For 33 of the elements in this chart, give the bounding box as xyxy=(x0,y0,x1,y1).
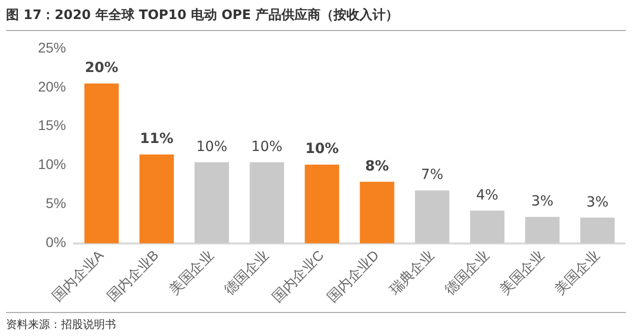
text: 资料来源：招股说明书 xyxy=(6,312,626,332)
y-tick-label: 10% xyxy=(38,156,66,172)
data-label: 20% xyxy=(84,60,118,76)
data-label: 3% xyxy=(531,194,554,210)
bar xyxy=(250,162,284,244)
x-tick-label: 德国企业 xyxy=(441,246,492,298)
data-label: 3% xyxy=(586,194,609,210)
y-tick-label: 20% xyxy=(38,78,66,94)
x-tick-label: 美国企业 xyxy=(496,246,548,298)
data-label: 10% xyxy=(305,141,339,158)
bar xyxy=(525,216,560,244)
y-tick-label: 25% xyxy=(38,39,66,56)
x-tick-label: 国内企业B xyxy=(104,246,162,304)
x-tick-label: 美国企业 xyxy=(166,246,217,298)
bar xyxy=(360,182,394,244)
bar xyxy=(84,83,119,244)
data-label: 10% xyxy=(251,138,282,155)
x-tick-label: 美国企业 xyxy=(551,246,602,298)
bar xyxy=(194,162,229,244)
bar xyxy=(414,190,450,244)
bar xyxy=(470,210,504,244)
bar xyxy=(580,218,615,244)
bar xyxy=(304,164,340,244)
data-label: 4% xyxy=(476,187,498,204)
y-tick-label: 5% xyxy=(46,195,66,212)
bar xyxy=(139,154,174,244)
x-tick-label: 瑞典企业 xyxy=(386,246,438,298)
data-label: 10% xyxy=(196,138,228,155)
y-tick-label: 15% xyxy=(38,117,66,134)
data-label: 8% xyxy=(365,158,389,174)
chart-title: 图 17：2020 年全球 TOP10 电动 OPE 产品供应商（按收入计） xyxy=(6,6,626,31)
data-label: 11% xyxy=(140,131,174,148)
data-label: 7% xyxy=(421,166,444,183)
